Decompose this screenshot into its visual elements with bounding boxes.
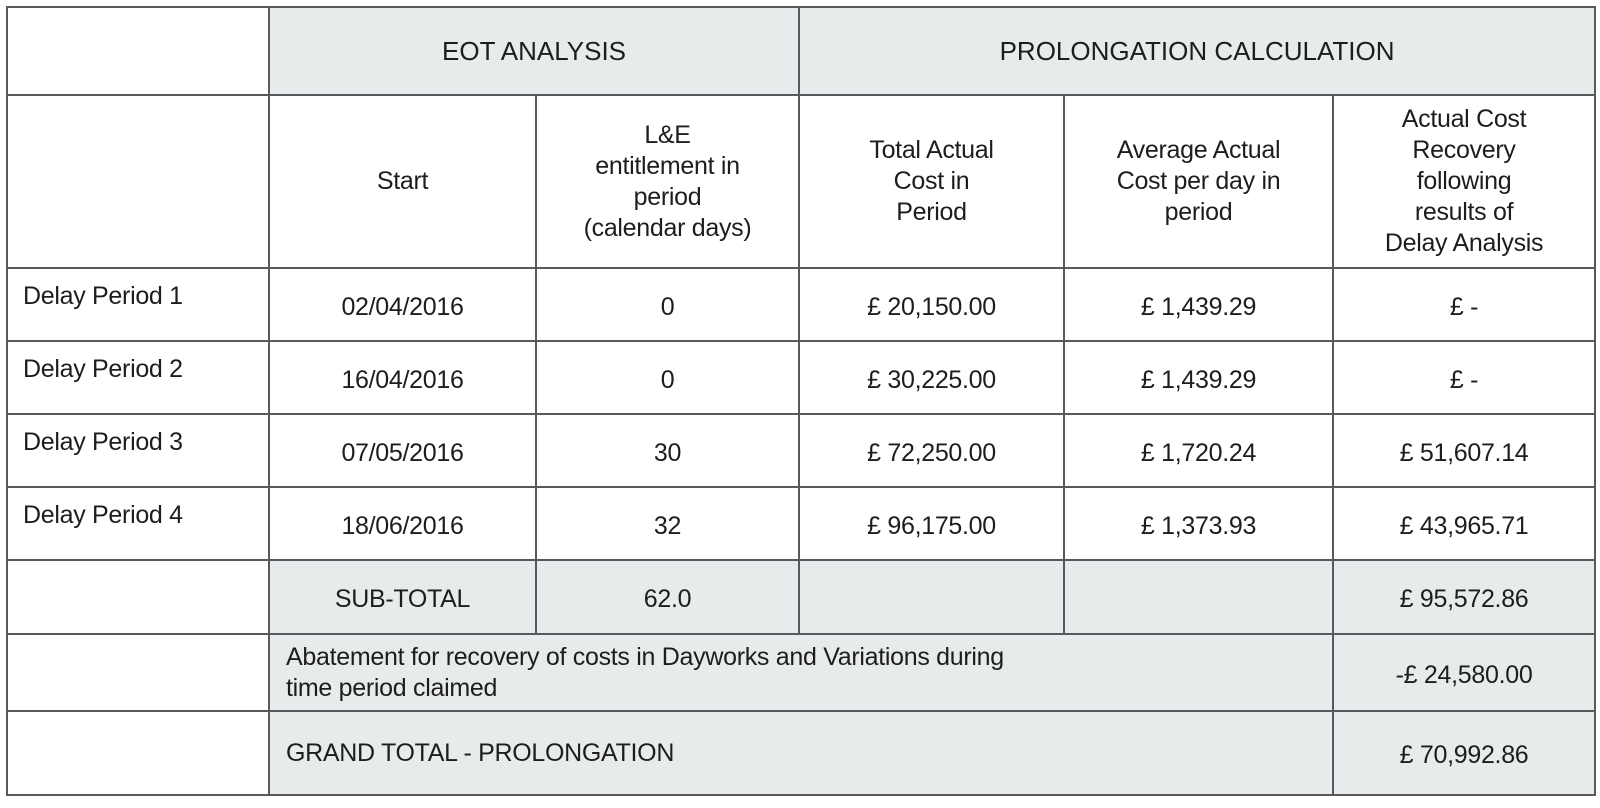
blank-cell [6, 633, 270, 712]
row-label: Delay Period 1 [6, 267, 270, 342]
cell-total-cost: £ 20,150.00 [798, 267, 1066, 342]
cell-avg-cost: £ 1,373.93 [1063, 486, 1335, 561]
grand-total-label: GRAND TOTAL - PROLONGATION [267, 710, 1335, 796]
col-header-start: Start [268, 94, 537, 269]
row-label: Delay Period 3 [6, 413, 270, 488]
cell-avg-cost: £ 1,439.29 [1063, 267, 1335, 342]
cell-start: 02/04/2016 [268, 267, 537, 342]
subtotal-recovery: £ 95,572.86 [1332, 559, 1597, 635]
blank-cell [6, 559, 270, 635]
column-header-row: Start L&E entitlement in period (calenda… [6, 94, 1597, 269]
group-header-row: EOT ANALYSIS PROLONGATION CALCULATION [6, 6, 1597, 96]
cell-entitlement: 30 [534, 413, 801, 488]
abatement-row: Abatement for recovery of costs in Daywo… [6, 633, 1597, 712]
table-row-delay-period-1: Delay Period 1 02/04/2016 0 £ 20,150.00 … [6, 267, 1597, 342]
row-label: Delay Period 4 [6, 486, 270, 561]
cell-total-cost: £ 30,225.00 [798, 340, 1066, 415]
cell-entitlement: 0 [534, 340, 801, 415]
cell-avg-cost: £ 1,439.29 [1063, 340, 1335, 415]
cell-entitlement: 0 [534, 267, 801, 342]
prolongation-table: EOT ANALYSIS PROLONGATION CALCULATION St… [6, 6, 1597, 796]
blank-gray-cell [798, 559, 1066, 635]
grand-total-value: £ 70,992.86 [1332, 710, 1597, 796]
col-header-average-actual-cost: Average Actual Cost per day in period [1063, 94, 1335, 269]
grand-total-row: GRAND TOTAL - PROLONGATION £ 70,992.86 [6, 710, 1597, 796]
cell-avg-cost: £ 1,720.24 [1063, 413, 1335, 488]
col-header-entitlement: L&E entitlement in period (calendar days… [534, 94, 801, 269]
table-row-delay-period-4: Delay Period 4 18/06/2016 32 £ 96,175.00… [6, 486, 1597, 561]
blank-cell [6, 94, 270, 269]
subtotal-label: SUB-TOTAL [268, 559, 537, 635]
group-header-prolongation-calculation: PROLONGATION CALCULATION [798, 6, 1597, 96]
blank-corner-cell [6, 6, 270, 96]
cell-start: 07/05/2016 [268, 413, 537, 488]
cell-recovery: £ 51,607.14 [1332, 413, 1597, 488]
cell-recovery: £ - [1332, 267, 1597, 342]
subtotal-entitlement: 62.0 [534, 559, 801, 635]
col-header-total-actual-cost: Total Actual Cost in Period [798, 94, 1066, 269]
cell-recovery: £ 43,965.71 [1332, 486, 1597, 561]
table-row-delay-period-2: Delay Period 2 16/04/2016 0 £ 30,225.00 … [6, 340, 1597, 415]
row-label: Delay Period 2 [6, 340, 270, 415]
cell-start: 16/04/2016 [268, 340, 537, 415]
cell-total-cost: £ 96,175.00 [798, 486, 1066, 561]
abatement-label: Abatement for recovery of costs in Daywo… [267, 633, 1335, 712]
cell-total-cost: £ 72,250.00 [798, 413, 1066, 488]
subtotal-row: SUB-TOTAL 62.0 £ 95,572.86 [6, 559, 1597, 635]
cell-start: 18/06/2016 [268, 486, 537, 561]
group-header-eot-analysis: EOT ANALYSIS [267, 6, 801, 96]
blank-gray-cell [1063, 559, 1335, 635]
col-header-actual-cost-recovery: Actual Cost Recovery following results o… [1332, 94, 1597, 269]
blank-cell [6, 710, 270, 796]
table-row-delay-period-3: Delay Period 3 07/05/2016 30 £ 72,250.00… [6, 413, 1597, 488]
cell-recovery: £ - [1332, 340, 1597, 415]
cell-entitlement: 32 [534, 486, 801, 561]
abatement-value: -£ 24,580.00 [1332, 633, 1597, 712]
